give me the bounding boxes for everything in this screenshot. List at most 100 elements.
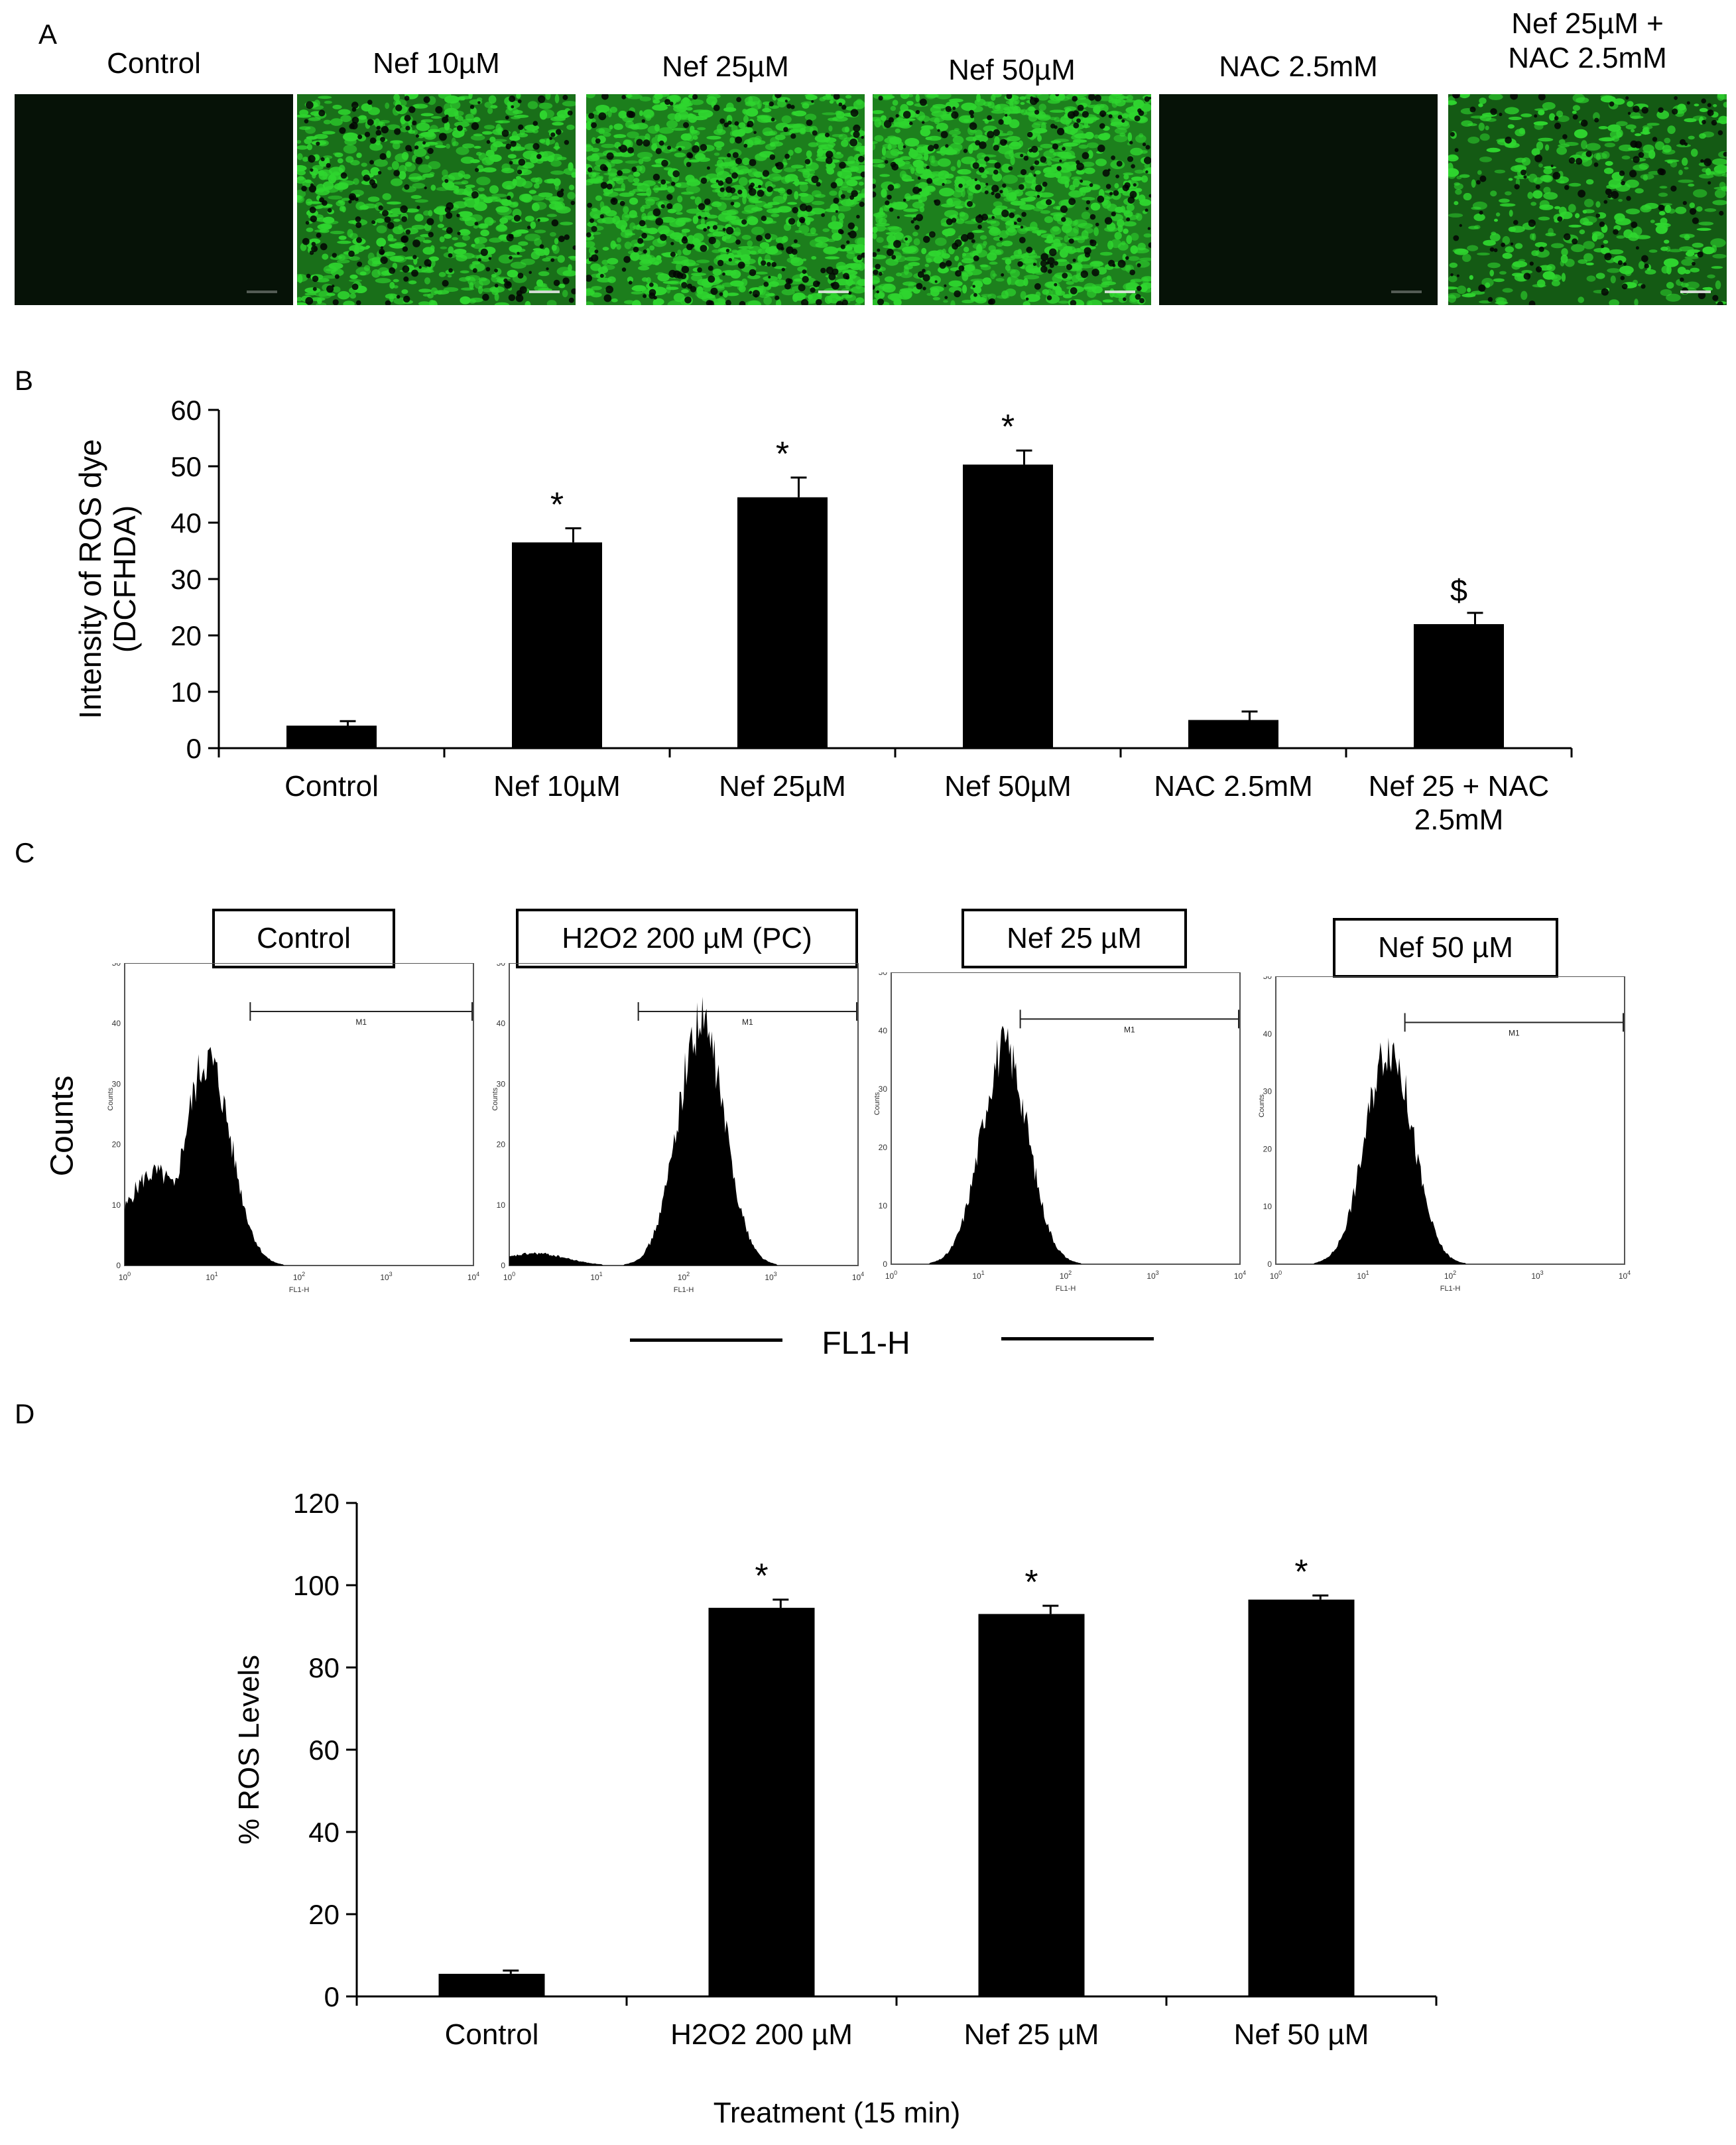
micrograph-image xyxy=(586,94,865,305)
y-tick-label: 30 xyxy=(497,1079,506,1088)
small-y-axis-label: Counts xyxy=(1258,1094,1266,1117)
bar xyxy=(1414,624,1504,748)
x-axis-title: Treatment (15 min) xyxy=(713,2097,960,2129)
axis-bracket-left xyxy=(630,1338,782,1342)
y-tick-label: 40 xyxy=(308,1817,340,1848)
histogram: 0 10 20 30 40 50 Counts 100 101 102 103 104 FL1-H M1 xyxy=(491,963,864,1294)
micrograph-cells xyxy=(1448,94,1727,305)
category-label: Control xyxy=(445,2018,539,2051)
y-tick-label: 0 xyxy=(324,1981,340,2012)
axis-bracket-right xyxy=(1001,1337,1154,1340)
y-tick-label: 0 xyxy=(883,1260,887,1269)
category-label: Nef 25 µM xyxy=(964,2018,1099,2051)
small-x-axis-label: FL1-H xyxy=(1440,1285,1461,1293)
x-tick-label: 102 xyxy=(293,1271,305,1282)
panel-letter-c: C xyxy=(15,837,35,868)
x-tick-label: 102 xyxy=(1060,1269,1072,1281)
chart-b-ros-intensity: 0 10 20 30 40 50 60 Control * Nef 10µM * Nef 25µM * N… xyxy=(73,395,1573,836)
x-tick-label: 101 xyxy=(1357,1269,1369,1281)
flow-condition-label: Nef 25 µM xyxy=(961,909,1187,968)
y-tick-label: 20 xyxy=(170,620,202,651)
x-tick-label: 103 xyxy=(1531,1269,1543,1281)
x-tick-label: 104 xyxy=(467,1271,479,1282)
micrograph-label: NAC 2.5mM xyxy=(1219,50,1378,83)
category-label: Nef 50µM xyxy=(944,770,1072,803)
panel-letter-b: B xyxy=(15,365,34,396)
x-tick-label: 104 xyxy=(852,1271,864,1282)
bar xyxy=(438,1973,545,1996)
significance-marker: * xyxy=(1001,408,1015,446)
small-x-axis-label: FL1-H xyxy=(289,1286,310,1294)
y-axis-title: % ROS Levels xyxy=(233,1655,265,1845)
chart-d-ros-levels: 0 20 40 60 80 100 120 Control * H2O2 200 µM * Nef 2… xyxy=(233,1488,1438,2129)
y-tick-label: 10 xyxy=(879,1201,888,1210)
y-tick-label: 50 xyxy=(112,963,121,968)
y-tick-label: 60 xyxy=(170,395,202,426)
micrograph-label: Nef 25µM xyxy=(662,50,789,83)
y-tick-label: 0 xyxy=(501,1261,505,1270)
micrograph-cells xyxy=(297,94,576,305)
bar xyxy=(512,542,602,748)
gate-label: M1 xyxy=(355,1017,367,1027)
y-tick-label: 50 xyxy=(879,972,888,977)
y-tick-label: 80 xyxy=(308,1652,340,1683)
y-tick-label: 30 xyxy=(879,1084,888,1094)
x-tick-label: 101 xyxy=(972,1269,984,1281)
flow-condition-label: H2O2 200 µM (PC) xyxy=(516,909,858,968)
y-tick-label: 40 xyxy=(497,1019,506,1028)
micrograph-label: Control xyxy=(107,47,201,80)
flow-condition-label: Control xyxy=(212,909,395,968)
y-tick-label: 40 xyxy=(170,507,202,539)
y-tick-label: 20 xyxy=(308,1899,340,1930)
histogram-distribution xyxy=(1276,1037,1625,1264)
x-tick-label: 104 xyxy=(1619,1269,1631,1281)
bar xyxy=(1188,720,1278,748)
micrograph-image xyxy=(1159,94,1438,305)
y-tick-label: 40 xyxy=(879,1026,888,1035)
micrograph-cells xyxy=(586,94,865,305)
significance-marker: * xyxy=(755,1557,768,1596)
micrograph-image xyxy=(15,94,293,305)
y-tick-label: 50 xyxy=(1263,976,1272,981)
category-label: H2O2 200 µM xyxy=(670,2018,853,2051)
small-y-axis-label: Counts xyxy=(873,1092,881,1115)
histogram: 0 10 20 30 40 50 Counts 100 101 102 103 104 FL1-H M1 xyxy=(107,963,479,1294)
category-label: Nef 25µM xyxy=(719,770,846,803)
micrograph-image xyxy=(873,94,1151,305)
x-tick-label: 104 xyxy=(1234,1269,1246,1281)
y-tick-label: 20 xyxy=(112,1140,121,1149)
y-tick-label: 60 xyxy=(308,1734,340,1766)
category-label: Nef 10µM xyxy=(493,770,621,803)
x-tick-label: 100 xyxy=(119,1271,131,1282)
histogram-distribution xyxy=(891,1025,1240,1264)
micrograph-cells xyxy=(15,94,293,305)
significance-marker: * xyxy=(1294,1553,1308,1592)
x-tick-label: 101 xyxy=(590,1271,602,1282)
bar xyxy=(737,497,828,748)
y-tick-label: 10 xyxy=(1263,1202,1272,1211)
gate-label: M1 xyxy=(1509,1028,1520,1037)
category-label: Nef 50 µM xyxy=(1234,2018,1369,2051)
histogram-frame xyxy=(1275,976,1625,1265)
y-axis-title: Intensity of ROS dye(DCFHDA) xyxy=(73,439,142,719)
bar xyxy=(978,1614,1085,1996)
y-tick-label: 50 xyxy=(170,451,202,482)
micrograph-image xyxy=(1448,94,1727,305)
histogram: 0 10 20 30 40 50 Counts 100 101 102 103 104 FL1-H M1 xyxy=(873,972,1246,1293)
x-tick-label: 100 xyxy=(1270,1269,1282,1281)
y-tick-label: 10 xyxy=(497,1201,506,1210)
x-tick-label: 102 xyxy=(1444,1269,1456,1281)
micrograph-label: Nef 10µM xyxy=(373,47,500,80)
micrograph-label: Nef 25µM + NAC 2.5mM xyxy=(1508,7,1667,74)
significance-marker: * xyxy=(776,435,789,474)
counts-axis-label: Counts xyxy=(44,1075,80,1177)
y-tick-label: 40 xyxy=(112,1019,121,1028)
histogram-distribution xyxy=(125,1047,473,1266)
histogram-distribution xyxy=(509,996,858,1266)
panel-letter-a: A xyxy=(38,19,58,50)
bar xyxy=(963,464,1053,748)
panel-letter-d: D xyxy=(15,1398,35,1429)
x-tick-label: 102 xyxy=(678,1271,690,1282)
x-tick-label: 103 xyxy=(1147,1269,1158,1281)
category-label: Control xyxy=(284,770,379,803)
